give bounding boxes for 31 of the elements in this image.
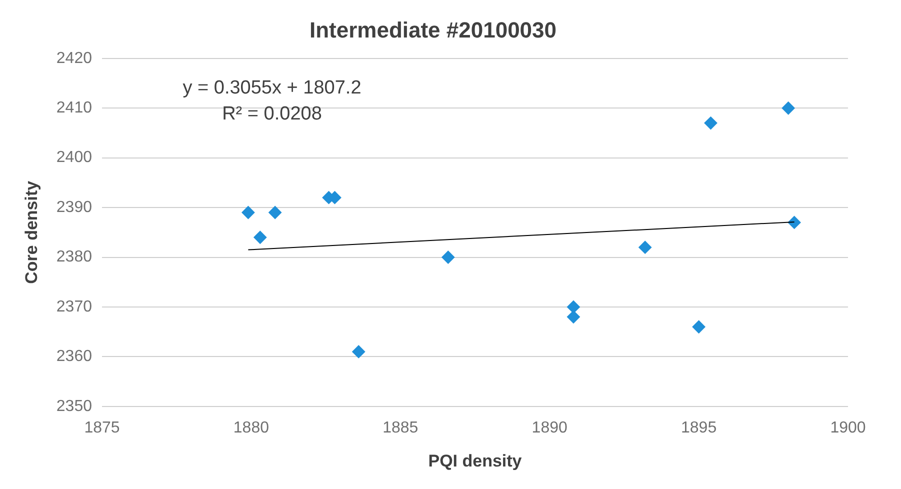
point (254, 230, 267, 244)
y-tick-label: 2380 (56, 248, 92, 266)
point (638, 240, 652, 254)
y-tick-label: 2350 (56, 398, 92, 415)
chart-title: Intermediate #20100030 (309, 17, 557, 42)
x-tick-label: 1885 (382, 419, 418, 436)
annotation: y = 0.3055x + 1807.2 (182, 78, 362, 99)
y-tick-label: 2410 (56, 100, 92, 117)
x-tick-label: 1875 (84, 419, 120, 436)
point (692, 320, 706, 334)
point (782, 102, 795, 115)
point (788, 216, 801, 229)
point (352, 345, 366, 358)
x-tick-label: 1880 (233, 419, 270, 436)
x-tick-label: 1890 (532, 419, 568, 436)
x-axis-title: PQI density (428, 451, 522, 470)
y-axis-title: Core density (22, 180, 41, 284)
point (566, 300, 580, 314)
point (242, 206, 255, 220)
annotation: R² = 0.0208 (222, 104, 322, 125)
point (704, 116, 718, 130)
y-tick-label: 2420 (56, 50, 92, 67)
x-tick-label: 1895 (681, 419, 717, 436)
point (442, 250, 455, 264)
x-tick-label: 1900 (830, 419, 866, 436)
point (566, 310, 580, 324)
y-tick-label: 2400 (56, 149, 92, 166)
point (268, 206, 282, 220)
y-tick-label: 2390 (56, 198, 92, 216)
y-tick-label: 2360 (56, 348, 92, 366)
y-tick-label: 2370 (56, 298, 92, 316)
